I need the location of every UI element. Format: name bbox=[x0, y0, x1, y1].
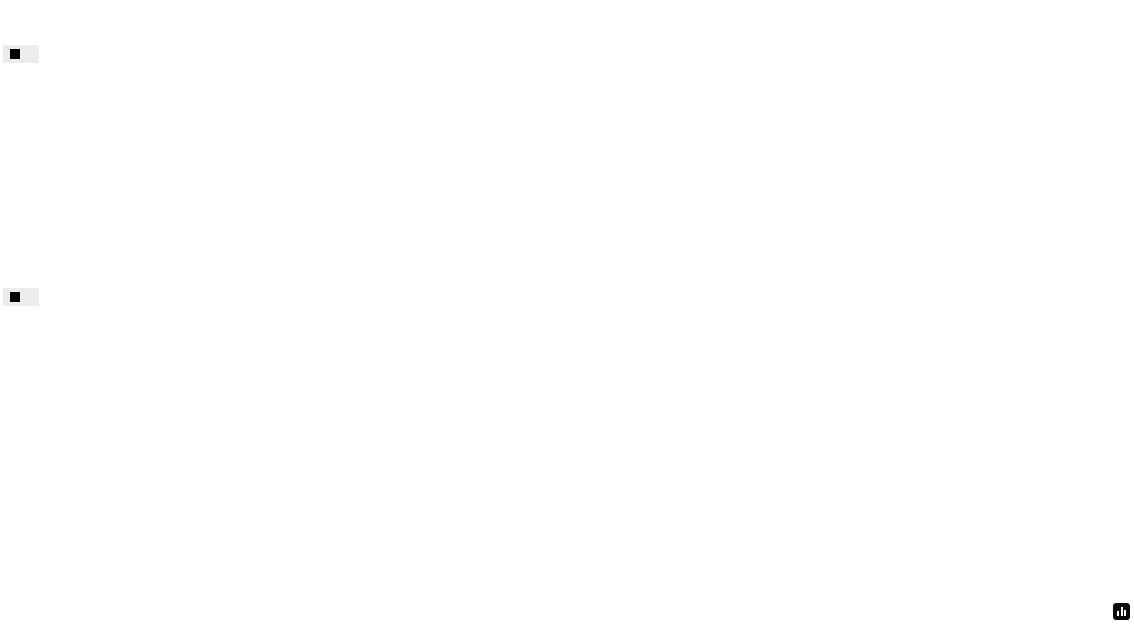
drawdown-legend bbox=[3, 288, 39, 306]
series-swatch-icon bbox=[10, 292, 20, 302]
price-legend bbox=[3, 45, 39, 63]
bloomberg-logo bbox=[1107, 603, 1130, 620]
series-swatch-icon bbox=[10, 49, 20, 59]
terminal-bars-icon bbox=[1113, 603, 1130, 620]
